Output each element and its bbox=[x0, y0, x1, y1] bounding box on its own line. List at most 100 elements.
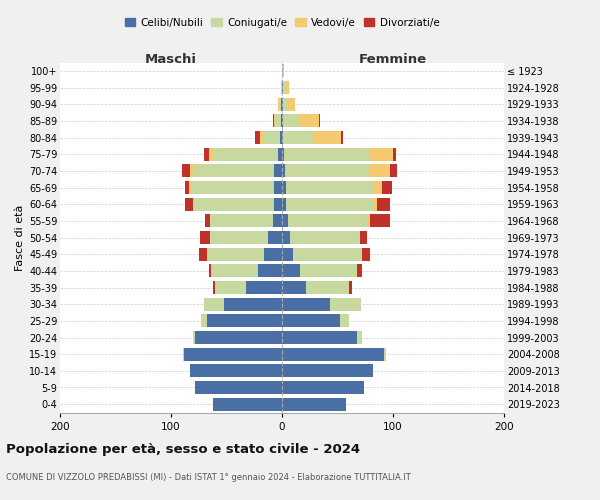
Bar bbox=[282, 364, 373, 378]
Bar bbox=[282, 298, 330, 310]
Bar bbox=[282, 148, 284, 160]
Bar bbox=[282, 64, 283, 78]
Bar bbox=[282, 114, 283, 128]
Bar bbox=[293, 248, 362, 260]
Bar bbox=[283, 114, 299, 128]
Bar bbox=[349, 281, 352, 294]
Bar bbox=[286, 181, 373, 194]
Bar bbox=[340, 314, 349, 328]
Bar bbox=[282, 98, 283, 110]
Text: Maschi: Maschi bbox=[145, 52, 197, 66]
Bar bbox=[182, 164, 190, 177]
Bar bbox=[319, 114, 320, 128]
Bar bbox=[283, 131, 314, 144]
Bar bbox=[213, 148, 278, 160]
Bar bbox=[362, 248, 370, 260]
Bar bbox=[215, 281, 247, 294]
Bar bbox=[191, 181, 274, 194]
Bar bbox=[359, 231, 360, 244]
Bar bbox=[206, 314, 282, 328]
Bar bbox=[209, 148, 213, 160]
Bar bbox=[373, 198, 377, 210]
Bar bbox=[278, 98, 281, 110]
Bar bbox=[287, 98, 295, 110]
Bar bbox=[360, 231, 367, 244]
Bar bbox=[384, 348, 386, 360]
Y-axis label: Fasce di età: Fasce di età bbox=[14, 204, 25, 270]
Bar bbox=[205, 214, 210, 228]
Bar bbox=[282, 348, 384, 360]
Bar bbox=[264, 131, 280, 144]
Bar bbox=[196, 331, 282, 344]
Bar bbox=[211, 264, 257, 278]
Bar bbox=[273, 214, 282, 228]
Bar bbox=[247, 281, 282, 294]
Bar bbox=[273, 114, 274, 128]
Bar bbox=[185, 181, 189, 194]
Bar bbox=[282, 331, 358, 344]
Bar bbox=[201, 314, 206, 328]
Bar bbox=[194, 198, 274, 210]
Bar bbox=[224, 298, 282, 310]
Bar bbox=[358, 264, 362, 278]
Bar bbox=[189, 181, 191, 194]
Bar bbox=[200, 231, 210, 244]
Bar bbox=[210, 231, 268, 244]
Bar bbox=[283, 64, 284, 78]
Bar bbox=[268, 231, 282, 244]
Bar bbox=[370, 164, 389, 177]
Bar bbox=[206, 248, 264, 260]
Bar bbox=[274, 181, 282, 194]
Bar bbox=[274, 198, 282, 210]
Text: Femmine: Femmine bbox=[359, 52, 427, 66]
Bar bbox=[199, 248, 206, 260]
Bar bbox=[358, 331, 362, 344]
Bar bbox=[300, 264, 358, 278]
Bar bbox=[274, 164, 282, 177]
Bar bbox=[196, 381, 282, 394]
Bar bbox=[382, 181, 392, 194]
Bar bbox=[190, 164, 194, 177]
Bar bbox=[194, 164, 274, 177]
Text: Popolazione per età, sesso e stato civile - 2024: Popolazione per età, sesso e stato civil… bbox=[6, 442, 360, 456]
Bar bbox=[282, 314, 340, 328]
Bar bbox=[287, 214, 367, 228]
Bar bbox=[204, 298, 224, 310]
Bar bbox=[278, 148, 282, 160]
Bar bbox=[282, 164, 286, 177]
Bar bbox=[213, 398, 282, 410]
Bar bbox=[282, 281, 307, 294]
Bar bbox=[281, 81, 282, 94]
Bar bbox=[299, 114, 319, 128]
Bar bbox=[283, 81, 286, 94]
Bar bbox=[209, 264, 211, 278]
Bar bbox=[264, 248, 282, 260]
Bar bbox=[282, 81, 283, 94]
Bar bbox=[314, 131, 341, 144]
Bar bbox=[389, 164, 397, 177]
Bar bbox=[282, 264, 300, 278]
Bar bbox=[281, 98, 282, 110]
Bar bbox=[373, 181, 382, 194]
Bar bbox=[286, 164, 370, 177]
Bar bbox=[282, 181, 286, 194]
Legend: Celibi/Nubili, Coniugati/e, Vedovi/e, Divorziati/e: Celibi/Nubili, Coniugati/e, Vedovi/e, Di… bbox=[121, 14, 443, 32]
Bar bbox=[257, 264, 282, 278]
Bar bbox=[368, 148, 393, 160]
Bar bbox=[281, 114, 282, 128]
Bar bbox=[213, 281, 215, 294]
Bar bbox=[367, 214, 370, 228]
Bar bbox=[341, 131, 343, 144]
Bar bbox=[330, 298, 361, 310]
Bar bbox=[277, 114, 281, 128]
Bar bbox=[274, 114, 277, 128]
Bar bbox=[282, 214, 287, 228]
Bar bbox=[286, 81, 289, 94]
Bar bbox=[370, 214, 389, 228]
Bar bbox=[183, 348, 184, 360]
Bar bbox=[193, 331, 196, 344]
Bar bbox=[185, 198, 193, 210]
Bar bbox=[282, 131, 283, 144]
Bar bbox=[260, 131, 264, 144]
Bar bbox=[282, 248, 293, 260]
